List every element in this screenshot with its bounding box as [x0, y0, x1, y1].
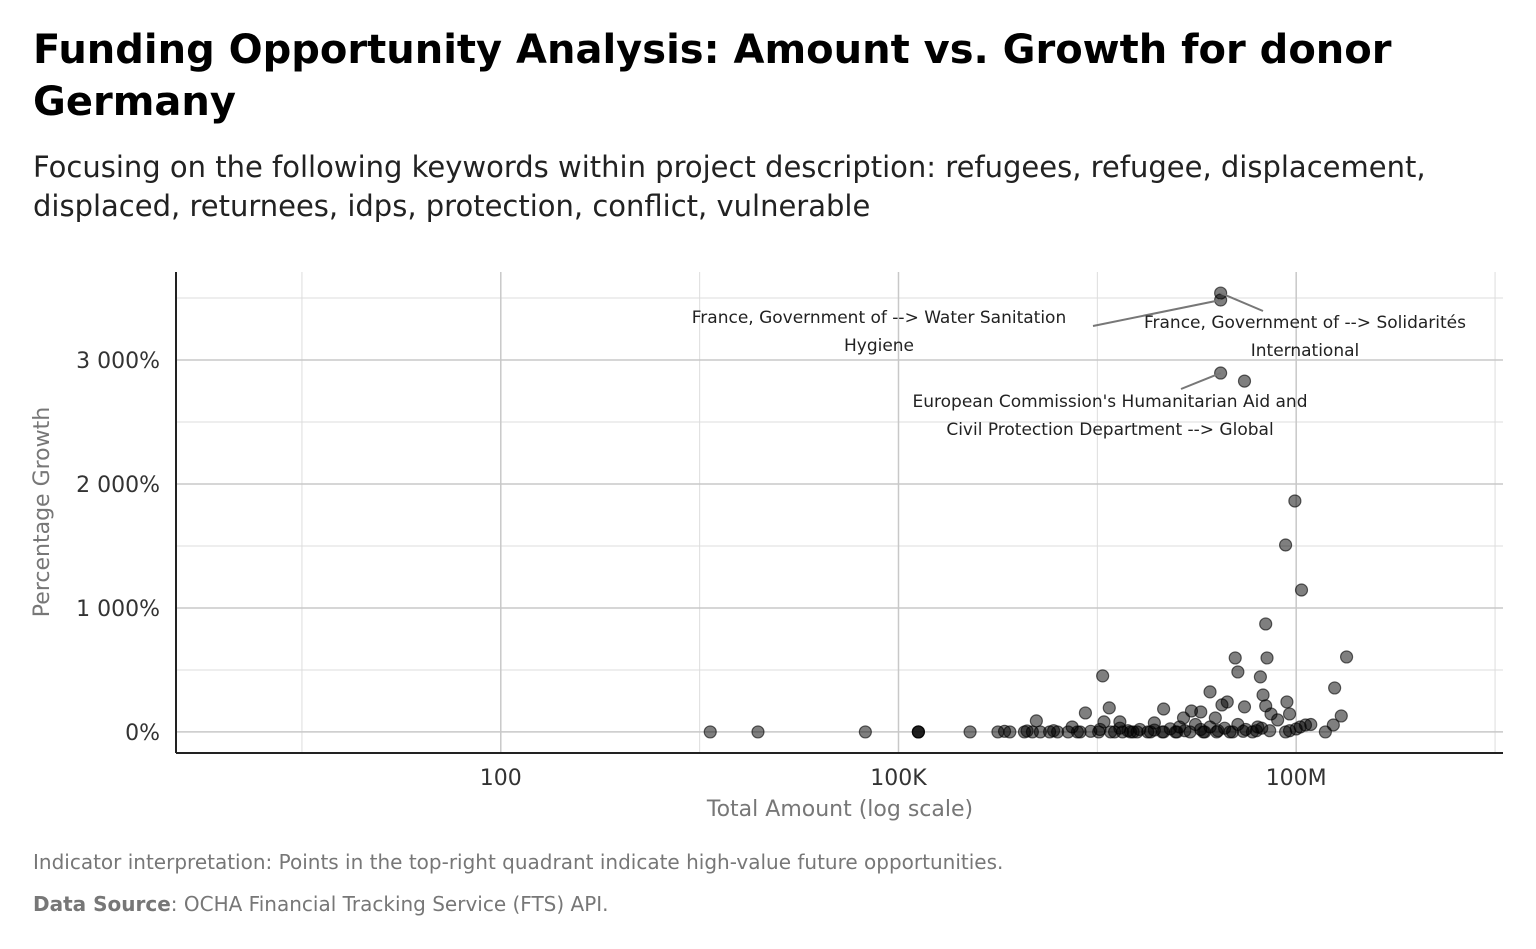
data-point — [1271, 713, 1285, 727]
data-point — [1123, 725, 1138, 739]
data-point — [751, 725, 765, 739]
data-point — [1263, 724, 1277, 738]
data-point — [1194, 705, 1208, 719]
axes: 100 100K 100M 0% 1 000% 2 000% 3 000% — [76, 272, 1503, 791]
data-point — [1102, 701, 1116, 715]
data-point — [1318, 725, 1332, 739]
data-point — [1280, 695, 1294, 709]
caption-source: Data Source: OCHA Financial Tracking Ser… — [33, 892, 609, 916]
annotation-label: Hygiene — [844, 336, 914, 356]
data-point — [703, 725, 717, 739]
grid-lines — [176, 272, 1503, 753]
y-tick-label: 2 000% — [76, 473, 160, 498]
annotation-label: European Commission's Humanitarian Aid a… — [913, 392, 1308, 412]
data-point — [1228, 651, 1242, 665]
data-point — [1328, 681, 1342, 695]
data-point — [1215, 698, 1229, 712]
data-point — [1196, 725, 1210, 739]
data-point — [1143, 725, 1157, 739]
annotation-leader-line — [1092, 299, 1221, 327]
x-tick-label: 100 — [480, 766, 522, 791]
data-point — [1334, 709, 1348, 723]
data-point — [1236, 724, 1250, 738]
data-point — [1223, 725, 1237, 739]
data-point — [1339, 650, 1354, 664]
x-axis-label: Total Amount (log scale) — [706, 797, 973, 822]
data-point — [1253, 670, 1268, 684]
source-label: Data Source — [33, 892, 171, 916]
data-point — [911, 725, 925, 739]
data-point — [1282, 707, 1297, 721]
data-point — [1288, 494, 1302, 508]
source-text: : OCHA Financial Tracking Service (FTS) … — [170, 892, 609, 916]
data-point — [1294, 583, 1309, 597]
y-tick-label: 3 000% — [76, 349, 160, 374]
caption-interpretation: Indicator interpretation: Points in the … — [33, 850, 1004, 874]
data-point — [1260, 651, 1274, 665]
annotation-label: France, Government of --> Water Sanitati… — [692, 308, 1066, 328]
data-point — [1231, 665, 1245, 679]
chart-subtitle: Focusing on the following keywords withi… — [33, 150, 1426, 223]
data-point — [1278, 538, 1293, 552]
data-point — [963, 725, 977, 739]
data-point — [1003, 725, 1017, 739]
data-point — [1096, 669, 1110, 683]
data-point — [1070, 725, 1085, 739]
annotation-leader-line — [1220, 292, 1264, 312]
annotation-label: International — [1251, 341, 1360, 361]
data-point — [1237, 374, 1252, 388]
data-point — [1203, 685, 1217, 699]
data-point — [1104, 725, 1118, 739]
data-point — [1093, 722, 1107, 737]
data-point — [1157, 702, 1171, 716]
data-point — [1259, 617, 1273, 631]
data-point — [1256, 688, 1270, 702]
data-point — [1050, 725, 1065, 739]
x-tick-label: 100M — [1266, 766, 1327, 791]
data-point — [1293, 720, 1307, 734]
y-tick-label: 1 000% — [76, 597, 160, 622]
y-axis-label: Percentage Growth — [30, 407, 55, 617]
annotation-label: Civil Protection Department --> Global — [946, 420, 1273, 440]
annotations: France, Government of --> Water Sanitati… — [692, 292, 1466, 440]
data-point — [1078, 706, 1093, 720]
data-point — [1157, 725, 1171, 739]
data-point — [1237, 700, 1252, 714]
x-tick-label: 100K — [870, 766, 927, 791]
data-point — [858, 725, 872, 739]
data-point — [1029, 714, 1043, 728]
data-point — [1170, 725, 1184, 739]
y-tick-label: 0% — [125, 721, 160, 746]
data-point — [1249, 724, 1264, 738]
data-point — [1304, 717, 1318, 732]
annotation-leader-line — [1180, 372, 1222, 390]
annotation-label: France, Government of --> Solidarités — [1144, 313, 1466, 333]
chart-title: Funding Opportunity Analysis: Amount vs.… — [33, 27, 1392, 125]
data-points — [703, 286, 1354, 739]
data-point — [1210, 725, 1224, 739]
